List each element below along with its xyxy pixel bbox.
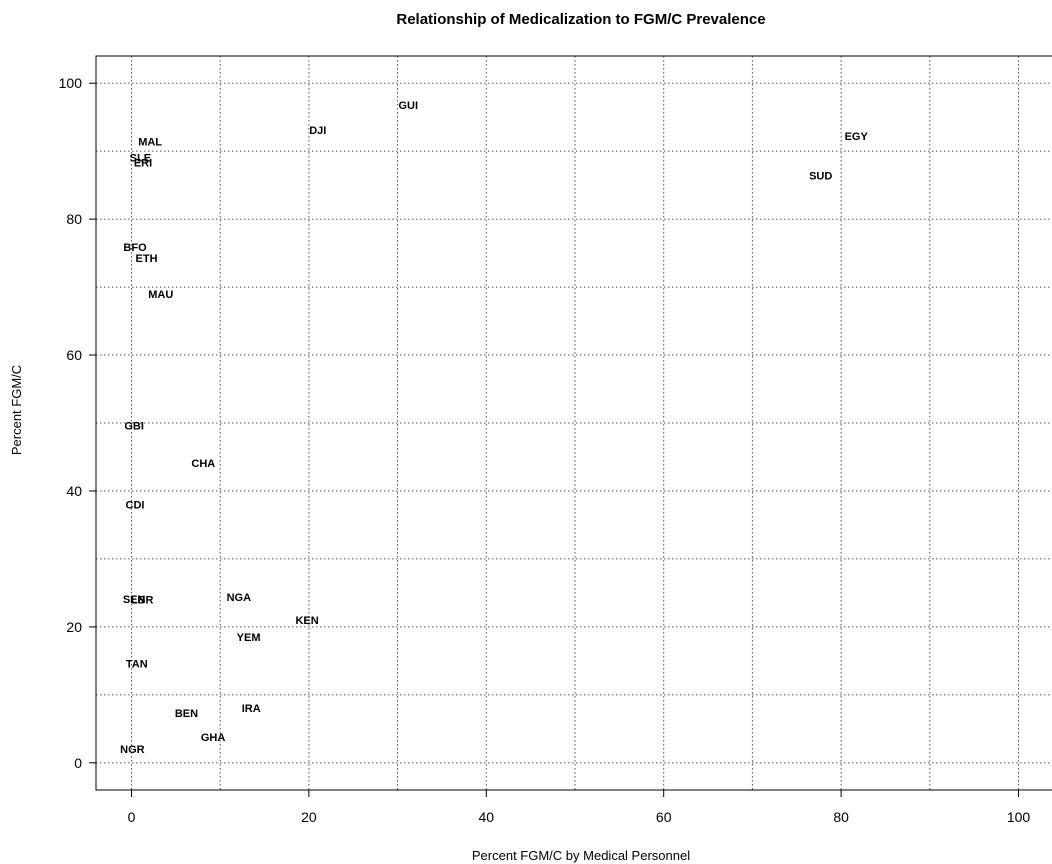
point-label-bfo: BFO [123, 242, 147, 254]
point-label-nga: NGA [227, 592, 252, 604]
x-tick-label: 100 [1007, 809, 1031, 825]
x-tick-label: 0 [128, 809, 136, 825]
y-tick-label: 0 [74, 755, 82, 771]
point-label-ken: KEN [295, 615, 318, 627]
point-label-mau: MAU [148, 289, 173, 301]
point-label-yem: YEM [237, 632, 261, 644]
point-label-sle: SLE [130, 152, 151, 164]
x-axis-label: Percent FGM/C by Medical Personnel [472, 848, 690, 863]
y-tick-label: 40 [66, 483, 82, 499]
y-axis-label: Percent FGM/C [9, 365, 24, 455]
point-label-gha: GHA [201, 732, 226, 744]
x-tick-label: 80 [833, 809, 849, 825]
point-label-sen: SEN [123, 594, 146, 606]
point-label-cha: CHA [191, 458, 215, 470]
point-label-ben: BEN [175, 708, 198, 720]
point-label-eri: ERI [134, 158, 152, 170]
point-label-eth: ETH [136, 253, 158, 265]
point-label-gbi: GBI [124, 421, 144, 433]
point-label-lbr: LBR [131, 595, 154, 607]
point-label-ngr: NGR [120, 744, 145, 756]
grid-lines [96, 56, 1052, 790]
x-tick-label: 40 [479, 809, 495, 825]
y-tick-label: 80 [66, 211, 82, 227]
x-tick-label: 60 [656, 809, 672, 825]
point-label-tan: TAN [126, 659, 148, 671]
point-label-dji: DJI [309, 125, 326, 137]
point-label-gui: GUI [398, 100, 418, 112]
plot-frame [95, 55, 1052, 791]
axis-ticks: 0 20 40 60 80 100 0 20 40 60 80 100 [59, 75, 1031, 825]
point-label-ira: IRA [242, 703, 261, 715]
point-label-sud: SUD [809, 171, 832, 183]
point-label-egy: EGY [845, 131, 869, 143]
point-label-mal: MAL [138, 137, 162, 149]
y-tick-label: 60 [66, 347, 82, 363]
y-tick-label: 100 [59, 75, 83, 91]
chart-title: Relationship of Medicalization to FGM/C … [396, 11, 765, 28]
y-tick-label: 20 [66, 619, 82, 635]
point-label-cdi: CDI [126, 500, 145, 512]
x-tick-label: 20 [301, 809, 317, 825]
